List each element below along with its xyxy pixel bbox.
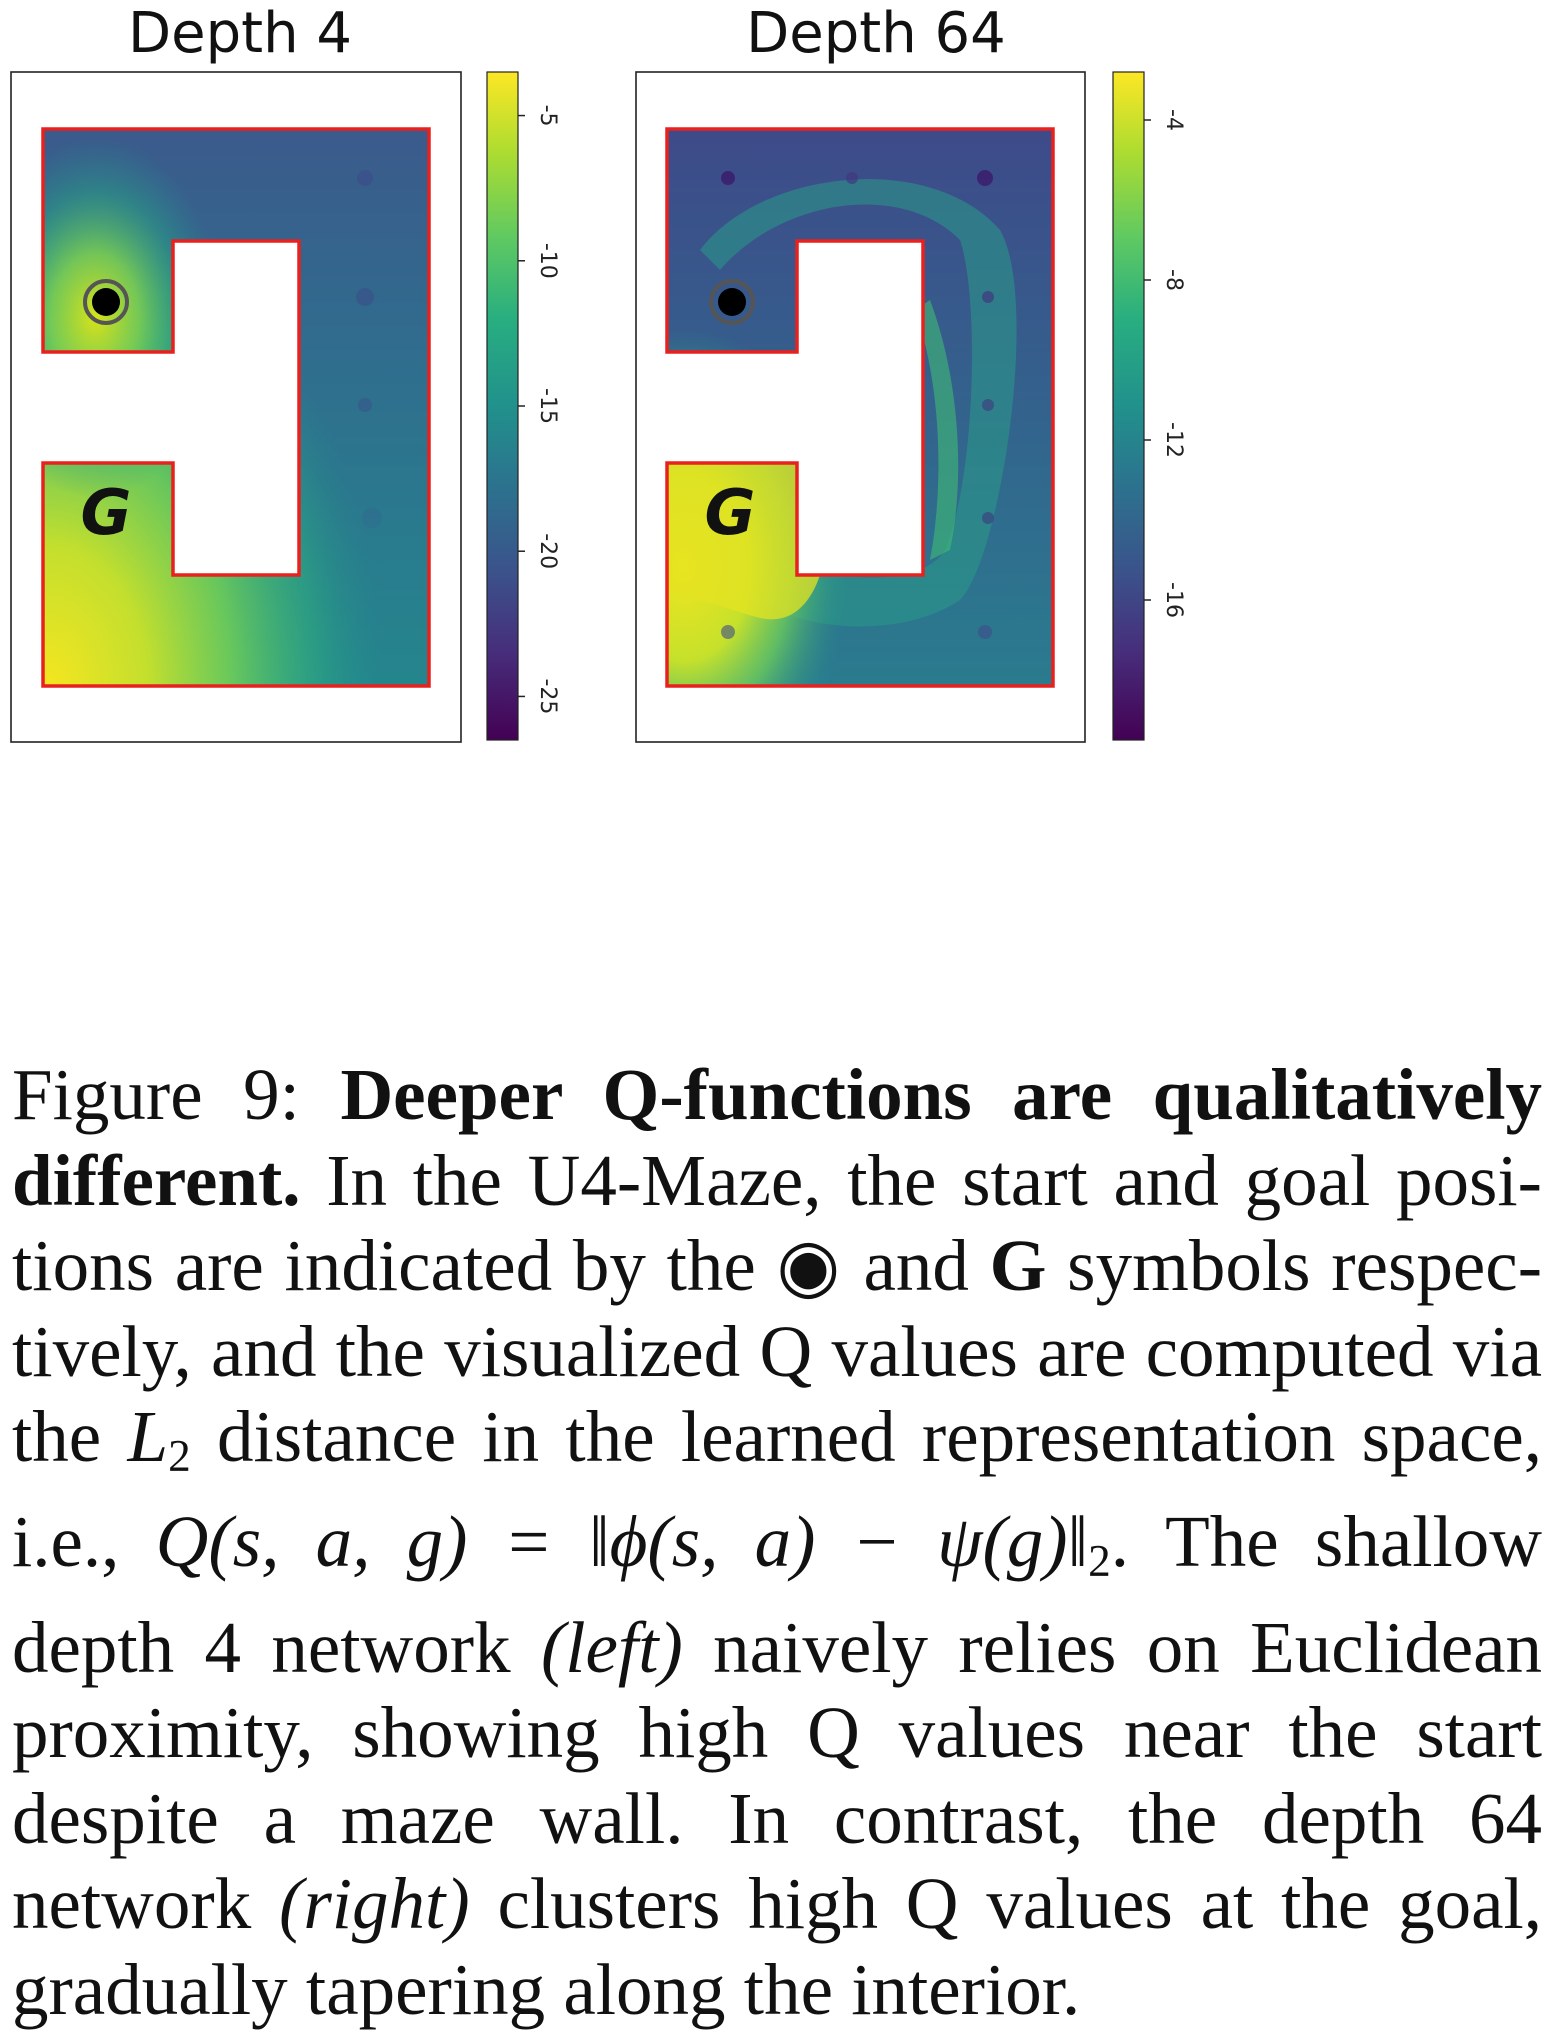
start-symbol: ◉ <box>776 1225 843 1306</box>
colorbar-tick-label: -20 <box>535 533 560 569</box>
start-marker <box>83 279 129 325</box>
caption-italic-right: (right) <box>279 1863 470 1945</box>
colorbar-tick-label: -15 <box>535 388 560 424</box>
caption-text: . The shallow depth 4 network <box>12 1501 1542 1688</box>
q-value-heatmap-depth-4 <box>43 129 429 686</box>
colorbar-tick-label: -8 <box>1161 269 1186 291</box>
colorbar-ticks-depth-64: -4 -8 -12 -16 <box>1144 109 1186 618</box>
caption-italic-left: (left) <box>540 1606 683 1688</box>
colorbar-tick-label: -12 <box>1161 422 1186 458</box>
colorbar-tick-label: -16 <box>1161 582 1186 618</box>
colorbar-tick-label: -4 <box>1161 109 1186 131</box>
caption-text: naively relies on Euclidean proximity, s… <box>12 1606 1542 1945</box>
caption-bold-title: Deeper Q-functions are qualitatively dif… <box>12 1054 1543 1221</box>
colorbar-tick-label: -5 <box>535 105 560 127</box>
goal-marker: G <box>81 476 132 549</box>
colorbar-tick-label: -10 <box>535 243 560 279</box>
goal-marker-depth-64: G <box>705 476 756 549</box>
figure-label: Figure 9: <box>12 1054 300 1135</box>
colorbar-ticks-depth-4: -5 -10 -15 -20 -25 <box>518 105 560 714</box>
figure-9-graphic: Depth 4 G -5 -10 -15 -20 -25 Depth 64 <box>10 1 1186 743</box>
colorbar-depth-64: -4 -8 -12 -16 <box>1112 71 1186 741</box>
caption-text: symbols respec-tively, and the visualize… <box>12 1225 1543 1477</box>
colorbar-tick-label: -25 <box>535 678 560 714</box>
panel-depth-4: Depth 4 G -5 -10 -15 -20 -25 <box>10 1 560 743</box>
goal-symbol: G <box>989 1225 1047 1306</box>
math-q-formula: Q(s, a, g) = ‖ϕ(s, a) − ψ(g)‖2 <box>155 1501 1111 1587</box>
figure-caption: Figure 9: Deeper Q-functions are qualita… <box>12 1052 1542 2032</box>
math-l2: L2 <box>127 1396 191 1481</box>
maze-boundary-depth-64 <box>665 127 1055 688</box>
colorbar-depth-4: -5 -10 -15 -20 -25 <box>486 71 560 741</box>
maze-boundary-depth-4 <box>41 127 431 688</box>
start-marker-depth-64 <box>709 279 755 325</box>
caption-text: clusters high Q values at the goal, grad… <box>12 1863 1543 2030</box>
caption-text: In the U4-Maze, the start and goal posi-… <box>12 1139 1542 1307</box>
caption-text: distance in the learned representation s… <box>12 1396 1543 1583</box>
panel-title-depth-4: Depth 4 <box>128 1 352 66</box>
panel-depth-64: Depth 64 G -4 -8 -12 -16 <box>635 1 1186 743</box>
caption-text: and <box>863 1225 969 1306</box>
panel-title-depth-64: Depth 64 <box>746 1 1006 66</box>
